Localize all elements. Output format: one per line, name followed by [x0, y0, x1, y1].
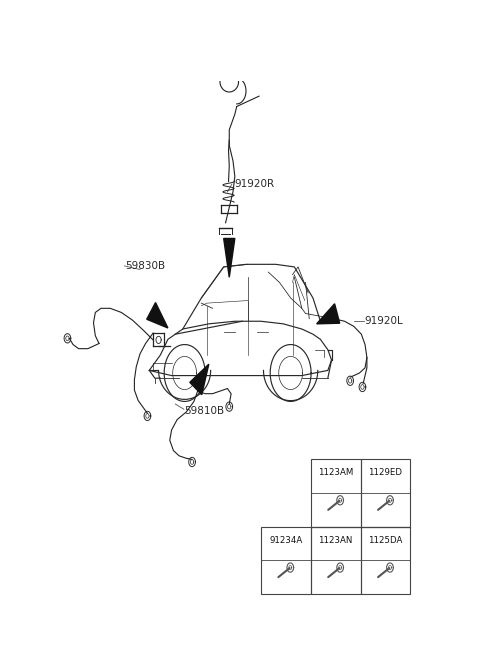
Polygon shape	[147, 302, 168, 328]
Bar	[261, 527, 311, 594]
Polygon shape	[224, 239, 235, 278]
Text: 59810B: 59810B	[185, 406, 225, 416]
Text: 1123AM: 1123AM	[318, 468, 353, 477]
Text: 1125DA: 1125DA	[368, 536, 403, 544]
Polygon shape	[317, 304, 340, 324]
Text: 91920L: 91920L	[364, 317, 403, 326]
Text: 1129ED: 1129ED	[369, 468, 403, 477]
Bar	[360, 527, 410, 594]
Polygon shape	[190, 364, 209, 394]
Text: 1123AN: 1123AN	[318, 536, 353, 544]
Bar	[311, 527, 360, 594]
Bar	[360, 460, 410, 527]
Text: 59830B: 59830B	[125, 261, 165, 271]
Bar	[311, 460, 360, 527]
Text: 91234A: 91234A	[269, 536, 302, 544]
Text: 91920R: 91920R	[234, 179, 274, 189]
